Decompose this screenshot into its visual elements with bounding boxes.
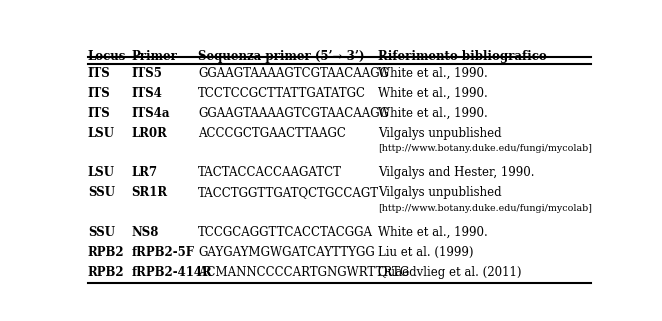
- Text: Riferimento bibliografico: Riferimento bibliografico: [378, 50, 547, 63]
- Text: LR7: LR7: [132, 166, 158, 179]
- Text: GAYGAYMGWGATCAYTTYGG: GAYGAYMGWGATCAYTTYGG: [198, 246, 375, 259]
- Text: ACCCGCTGAACTTAAGC: ACCCGCTGAACTTAAGC: [198, 126, 346, 140]
- Text: Vilgalys and Hester, 1990.: Vilgalys and Hester, 1990.: [378, 166, 534, 179]
- Text: Quaedvlieg et al. (2011): Quaedvlieg et al. (2011): [378, 266, 521, 279]
- Text: White et al., 1990.: White et al., 1990.: [378, 226, 487, 239]
- Text: Sequenza primer (5’→ 3’): Sequenza primer (5’→ 3’): [198, 50, 365, 63]
- Text: SR1R: SR1R: [132, 186, 167, 199]
- Text: Liu et al. (1999): Liu et al. (1999): [378, 246, 473, 259]
- Text: LSU: LSU: [88, 166, 115, 179]
- Text: [http://www.botany.duke.edu/fungi/mycolab]: [http://www.botany.duke.edu/fungi/mycola…: [378, 144, 592, 153]
- Text: TACCTGGTTGATQCTGCCAGT: TACCTGGTTGATQCTGCCAGT: [198, 186, 379, 199]
- Text: ACMANNCCCCARTGNGWRTTRTG: ACMANNCCCCARTGNGWRTTRTG: [198, 266, 409, 279]
- Text: fRPB2-5F: fRPB2-5F: [132, 246, 195, 259]
- Text: NS8: NS8: [132, 226, 159, 239]
- Text: White et al., 1990.: White et al., 1990.: [378, 67, 487, 80]
- Text: TCCTCCGCTTATTGATATGC: TCCTCCGCTTATTGATATGC: [198, 87, 366, 100]
- Text: fRPB2-414R: fRPB2-414R: [132, 266, 213, 279]
- Text: Vilgalys unpublished: Vilgalys unpublished: [378, 186, 501, 199]
- Text: SSU: SSU: [88, 226, 115, 239]
- Text: ITS: ITS: [88, 107, 111, 120]
- Text: Vilgalys unpublished: Vilgalys unpublished: [378, 126, 501, 140]
- Text: ITS: ITS: [88, 67, 111, 80]
- Text: White et al., 1990.: White et al., 1990.: [378, 87, 487, 100]
- Text: LR0R: LR0R: [132, 126, 167, 140]
- Text: SSU: SSU: [88, 186, 115, 199]
- Text: GGAAGTAAAAGTCGTAACAAGG: GGAAGTAAAAGTCGTAACAAGG: [198, 107, 389, 120]
- Text: RPB2: RPB2: [88, 266, 124, 279]
- Text: TACTACCACCAAGATCT: TACTACCACCAAGATCT: [198, 166, 342, 179]
- Text: RPB2: RPB2: [88, 246, 124, 259]
- Text: ITS4a: ITS4a: [132, 107, 170, 120]
- Text: TCCGCAGGTTCACCTACGGA: TCCGCAGGTTCACCTACGGA: [198, 226, 373, 239]
- Text: ITS: ITS: [88, 87, 111, 100]
- Text: ITS4: ITS4: [132, 87, 162, 100]
- Text: White et al., 1990.: White et al., 1990.: [378, 107, 487, 120]
- Text: GGAAGTAAAAGTCGTAACAAGG: GGAAGTAAAAGTCGTAACAAGG: [198, 67, 389, 80]
- Text: Locus: Locus: [88, 50, 126, 63]
- Text: ITS5: ITS5: [132, 67, 162, 80]
- Text: [http://www.botany.duke.edu/fungi/mycolab]: [http://www.botany.duke.edu/fungi/mycola…: [378, 204, 592, 213]
- Text: Primer: Primer: [132, 50, 177, 63]
- Text: LSU: LSU: [88, 126, 115, 140]
